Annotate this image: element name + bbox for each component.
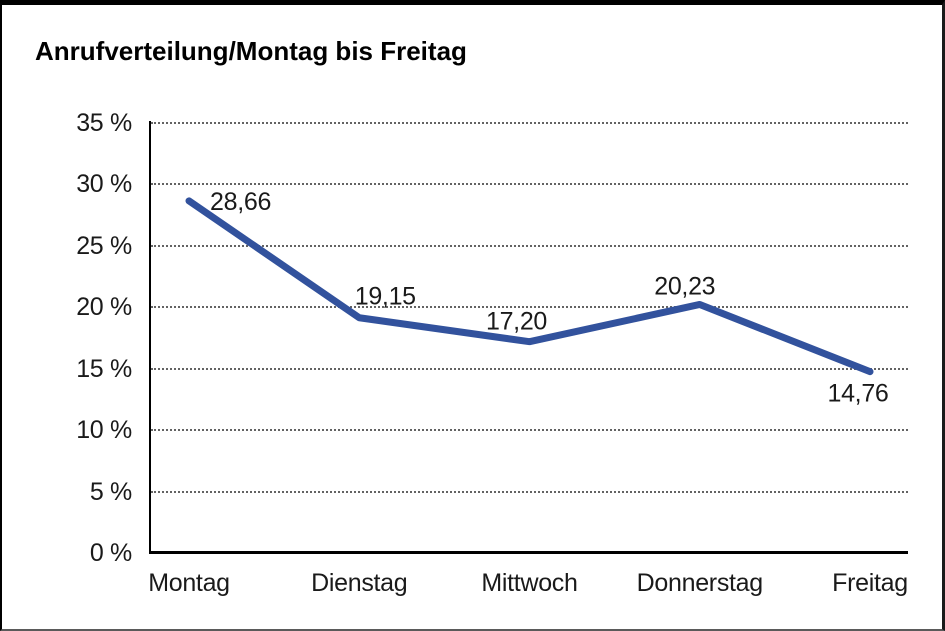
x-category-label: Dienstag [311, 569, 408, 597]
y-tick-label: 5 % [89, 477, 132, 506]
y-tick-label: 15 % [76, 354, 132, 383]
x-category-label: Donnerstag [636, 569, 764, 597]
gridline-20 [151, 306, 908, 309]
series-layer: 28,66 19,15 17,20 20,23 14,76 [185, 188, 889, 408]
x-category-label: Montag [148, 569, 230, 597]
x-category-label: Freitag [832, 569, 908, 597]
x-axis-line [149, 551, 908, 554]
data-point-label: 17,20 [486, 308, 547, 336]
data-point-label: 28,66 [210, 188, 271, 216]
y-axis-line [149, 121, 151, 554]
x-category-label: Mittwoch [481, 569, 578, 597]
gridline-30 [151, 183, 908, 186]
data-point-label: 14,76 [827, 380, 888, 408]
gridline-15 [151, 367, 908, 370]
data-point-label: 19,15 [355, 283, 416, 311]
y-tick-label: 35 % [76, 109, 132, 137]
plot-area: 35 % 30 % 25 % 20 % 15 % 10 % 5 % 0 % Montag Dien… [2, 5, 942, 629]
data-series-line [185, 197, 874, 376]
gridline-35 [151, 122, 908, 124]
y-tick-label: 0 % [89, 539, 132, 567]
y-tick-label: 30 % [76, 170, 132, 199]
y-tick-label: 20 % [76, 293, 132, 322]
y-tick-label: 10 % [76, 416, 132, 445]
y-tick-label: 25 % [76, 231, 132, 260]
chart-title: Anrufverteilung/Montag bis Freitag [35, 36, 467, 66]
data-point-label: 20,23 [654, 272, 715, 300]
gridline-10 [151, 429, 908, 432]
gridline-5 [151, 490, 908, 493]
gridline-25 [151, 244, 908, 247]
